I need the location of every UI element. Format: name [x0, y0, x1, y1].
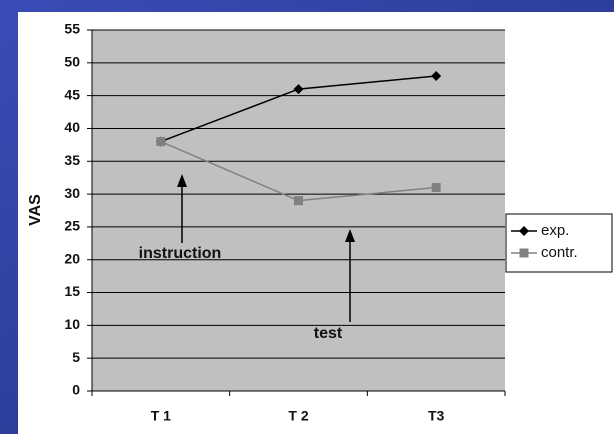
y-axis-label: VAS	[27, 194, 44, 226]
annotation: test	[314, 325, 343, 342]
point	[294, 196, 303, 206]
y-tick-label: 25	[64, 218, 80, 234]
y-tick-label: 5	[72, 349, 80, 365]
x-tick-label: T 1	[151, 408, 171, 424]
y-tick-label: 55	[64, 21, 80, 37]
y-tick-label: 0	[72, 382, 80, 398]
y-tick-label: 10	[64, 316, 80, 332]
point	[293, 84, 304, 95]
y-tick-label: 30	[64, 185, 80, 201]
point	[519, 226, 529, 236]
x-tick-label: T 2	[288, 408, 308, 424]
legend-label: exp.	[541, 222, 569, 239]
y-tick-label: 20	[64, 250, 80, 266]
point	[431, 183, 441, 193]
annotation-arrowhead	[345, 229, 355, 242]
point	[156, 137, 166, 147]
point	[431, 70, 442, 81]
y-tick-label: 40	[64, 119, 80, 135]
y-tick-label: 50	[64, 54, 80, 70]
y-tick-label: 35	[64, 152, 80, 168]
y-tick-label: 45	[64, 86, 80, 102]
legend	[505, 213, 613, 273]
x-tick-label: T3	[428, 408, 445, 424]
annotation-arrowhead	[177, 174, 187, 187]
legend-label: contr.	[541, 244, 578, 261]
annotation: instruction	[139, 245, 222, 262]
y-tick-label: 15	[64, 283, 80, 299]
point	[519, 248, 529, 258]
